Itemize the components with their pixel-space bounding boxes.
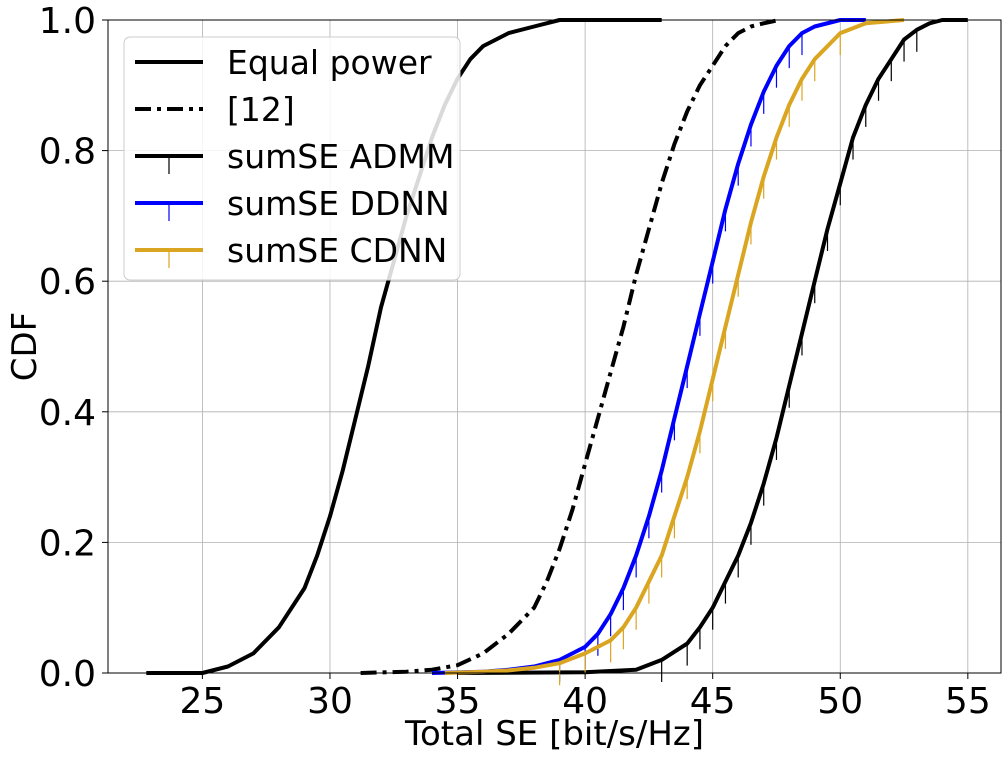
series-line [444,18,905,675]
x-axis-label: Total SE [bit/s/Hz] [404,714,704,754]
axis-ticks: 25 30 35 40 45 50 55 0.0 0.2 0.4 0.6 0.8 1.0 [39,1,991,722]
legend-label: sumSE ADMM [227,137,454,176]
x-tick-label: 50 [817,681,863,722]
x-tick-label: 45 [690,681,736,722]
series-line [431,18,866,675]
legend-label: Equal power [227,43,432,82]
y-tick-label: 0.6 [39,262,96,303]
series-line [457,18,968,675]
y-tick-label: 0.4 [39,393,96,434]
y-tick-label: 0.2 [39,523,96,564]
x-tick-label: 25 [179,681,225,722]
legend: Equal power [12] sumSE ADMM sumSE DDNN sumSE… [123,36,461,281]
y-tick-label: 0.8 [39,132,96,173]
plot-frame [107,19,1002,674]
legend-label: sumSE CDNN [227,231,447,270]
x-tick-label: 55 [945,681,991,722]
series-sumse-admm [457,18,968,682]
legend-label: [12] [227,90,295,129]
y-axis-label: CDF [5,312,45,381]
x-tick-label: 30 [307,681,353,722]
series-12 [360,18,780,675]
y-tick-label: 0.0 [39,654,96,695]
legend-label: sumSE DDNN [227,184,450,223]
series-sumse-cdnn [444,18,905,686]
legend-box [123,36,461,281]
x-tick-label: 40 [562,681,608,722]
y-tick-label: 1.0 [39,1,96,42]
x-tick-label: 35 [435,681,481,722]
series-line [360,18,780,675]
